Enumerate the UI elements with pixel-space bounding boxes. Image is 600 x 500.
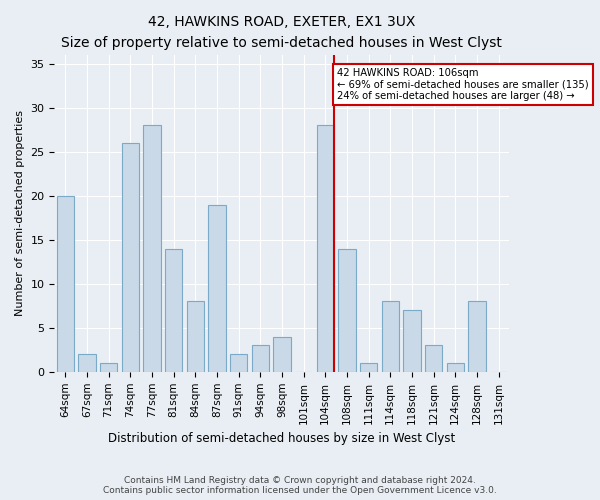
Bar: [382, 302, 399, 372]
Bar: [187, 302, 204, 372]
Bar: [425, 346, 442, 372]
Bar: [251, 346, 269, 372]
Bar: [468, 302, 485, 372]
Bar: [360, 363, 377, 372]
Bar: [100, 363, 117, 372]
Bar: [446, 363, 464, 372]
Bar: [403, 310, 421, 372]
Bar: [338, 248, 356, 372]
Text: 42 HAWKINS ROAD: 106sqm
← 69% of semi-detached houses are smaller (135)
24% of s: 42 HAWKINS ROAD: 106sqm ← 69% of semi-de…: [337, 68, 589, 102]
Title: 42, HAWKINS ROAD, EXETER, EX1 3UX
Size of property relative to semi-detached hou: 42, HAWKINS ROAD, EXETER, EX1 3UX Size o…: [61, 15, 502, 50]
Bar: [122, 143, 139, 372]
Bar: [208, 204, 226, 372]
Bar: [56, 196, 74, 372]
Text: Contains HM Land Registry data © Crown copyright and database right 2024.
Contai: Contains HM Land Registry data © Crown c…: [103, 476, 497, 495]
X-axis label: Distribution of semi-detached houses by size in West Clyst: Distribution of semi-detached houses by …: [108, 432, 455, 445]
Y-axis label: Number of semi-detached properties: Number of semi-detached properties: [15, 110, 25, 316]
Bar: [143, 126, 161, 372]
Bar: [273, 336, 290, 372]
Bar: [165, 248, 182, 372]
Bar: [317, 126, 334, 372]
Bar: [78, 354, 95, 372]
Bar: [230, 354, 247, 372]
